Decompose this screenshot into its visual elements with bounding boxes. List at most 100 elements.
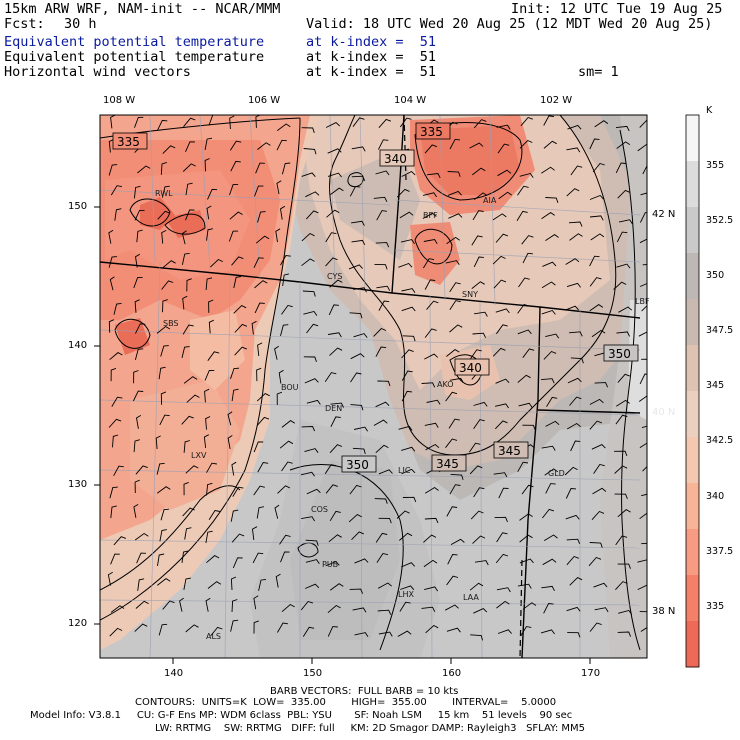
colorbar-unit: K <box>706 105 713 116</box>
wind-barb-icon <box>306 399 321 405</box>
y-grid-150: 150 <box>68 201 88 212</box>
wind-barb-icon <box>446 575 459 586</box>
wind-barb-icon <box>641 425 647 429</box>
wind-barb-icon <box>493 472 508 478</box>
contour-label-345b: 345 <box>493 441 529 459</box>
station-sny: SNY <box>462 290 478 299</box>
station-lxv: LXV <box>191 451 207 460</box>
wind-barb-icon <box>251 320 257 335</box>
wind-barb-icon <box>589 622 602 632</box>
wind-barb-icon <box>133 439 140 453</box>
wind-barb-icon <box>398 425 413 431</box>
wind-barb-icon <box>496 600 510 609</box>
wind-barb-icon <box>375 401 390 408</box>
colorbar-label-345: 345 <box>706 380 725 391</box>
wind-barb-icon <box>637 559 647 563</box>
wind-barb-icon <box>205 530 213 544</box>
wind-barb-icon <box>157 210 171 220</box>
wind-barb-icon <box>281 162 291 175</box>
model-info: Model Info: V3.8.1 CU: G-F Ens MP: WDM 6… <box>30 710 573 721</box>
wind-barb-icon <box>186 394 200 403</box>
wind-barb-icon <box>399 532 413 541</box>
colorbar-swatch <box>686 299 699 346</box>
colorbar <box>686 115 699 668</box>
model-title: 15km ARW WRF, NAM-init -- NCAR/MMM <box>4 1 281 17</box>
svg-text:350: 350 <box>346 458 369 472</box>
wind-barb-icon <box>616 231 628 243</box>
wind-barb-icon <box>516 210 528 221</box>
wind-barb-icon <box>280 205 286 220</box>
station-pub: PUB <box>322 560 338 569</box>
wind-barb-icon <box>276 139 287 151</box>
wind-barb-icon <box>134 348 144 361</box>
wind-barb-icon <box>135 465 148 475</box>
wind-barb-icon <box>472 535 486 544</box>
wind-barb-icon <box>449 377 464 383</box>
wind-barb-icon <box>327 148 342 154</box>
wind-barb-icon <box>113 302 122 315</box>
wind-barb-icon <box>447 190 462 196</box>
wind-barb-icon <box>133 504 139 518</box>
wind-barb-icon <box>641 305 647 312</box>
wind-barb-icon <box>302 626 315 637</box>
wind-barb-icon <box>424 517 439 524</box>
wind-barb-icon <box>114 208 122 221</box>
wind-barb-icon <box>276 180 282 195</box>
wind-barb-icon <box>518 402 533 408</box>
wind-barb-icon <box>615 125 630 132</box>
wind-barb-icon <box>304 378 319 384</box>
wind-barb-icon <box>618 609 633 615</box>
wind-barb-icon <box>134 209 145 221</box>
wind-barb-icon <box>111 396 123 407</box>
wind-barb-icon <box>330 402 345 408</box>
wind-barb-icon <box>301 232 315 242</box>
wind-barb-icon <box>519 558 534 564</box>
wind-barb-icon <box>326 209 340 218</box>
colorbar-swatch <box>686 207 699 254</box>
wind-barb-icon <box>566 282 581 288</box>
lon-label-104w: 104 W <box>394 95 427 106</box>
wind-barb-icon <box>473 119 487 129</box>
wind-barb-icon <box>377 582 392 589</box>
wind-barb-icon <box>594 607 609 613</box>
wind-barb-icon <box>282 273 290 287</box>
wind-barb-icon <box>228 230 239 242</box>
wind-barb-icon <box>639 119 647 128</box>
wind-barb-icon <box>229 115 235 130</box>
svg-text:345: 345 <box>436 457 459 471</box>
wind-barb-icon <box>351 531 364 541</box>
wind-barb-icon <box>423 258 435 269</box>
wind-barb-icon <box>281 304 293 315</box>
lat-label-38n: 38 N <box>652 606 676 617</box>
station-lbf: LBF <box>635 297 650 306</box>
wind-barb-icon <box>353 287 367 293</box>
wind-barb-icon <box>230 619 239 632</box>
wind-barb-icon <box>421 606 436 612</box>
contour-label-340a: 340 <box>379 149 415 167</box>
wind-barb-icon <box>136 229 143 243</box>
wind-barb-icon <box>494 420 508 430</box>
wind-barb-icon <box>447 554 458 565</box>
wind-barb-icon <box>401 390 413 402</box>
wind-barb-icon <box>207 351 220 361</box>
lon-label-106w: 106 W <box>248 95 281 106</box>
wind-barb-icon <box>445 260 460 266</box>
wind-barb-icon <box>181 346 190 359</box>
wind-barb-icon <box>617 373 630 383</box>
colorbar-label-355: 355 <box>706 160 725 171</box>
wind-barb-icon <box>447 171 461 177</box>
wind-barb-icon <box>325 484 338 494</box>
wind-barb-icon <box>306 323 319 334</box>
wind-barb-icon <box>519 513 533 521</box>
wind-barb-icon <box>639 442 647 448</box>
wind-barb-icon <box>425 443 440 451</box>
wind-barb-icon <box>543 350 557 360</box>
colorbar-swatch <box>686 391 699 438</box>
station-ako: AKO <box>437 380 454 389</box>
wind-barb-icon <box>329 583 344 591</box>
wind-barb-icon <box>231 461 237 476</box>
wind-barb-icon <box>449 324 463 333</box>
wind-barb-icon <box>207 188 218 200</box>
wind-barb-icon <box>256 506 264 519</box>
wind-barb-icon <box>227 435 233 449</box>
